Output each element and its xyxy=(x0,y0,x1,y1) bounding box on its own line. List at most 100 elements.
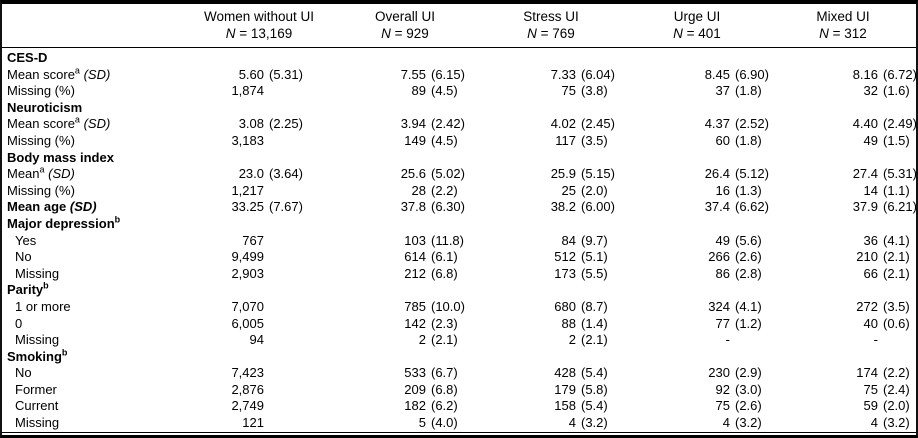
cell-value: 212 xyxy=(404,265,426,281)
cell-value: 84 xyxy=(561,232,576,248)
table-cell: 614 (6.1) xyxy=(332,249,478,266)
cell-value: 266 xyxy=(708,249,730,265)
cell-value: 32 xyxy=(863,83,878,99)
cell-value: 25 xyxy=(561,182,576,198)
cell-percent xyxy=(264,83,332,100)
table-cell: 27.4 (5.31) xyxy=(770,166,916,183)
cell-percent: (5.31) xyxy=(269,66,303,82)
cell-percent: (4.5) xyxy=(431,132,458,148)
cell-value: 103 xyxy=(404,232,426,248)
row-label: Parityb xyxy=(7,282,49,298)
cell-value: 4 xyxy=(568,415,576,431)
cell-value: 272 xyxy=(856,298,878,314)
table-cell: 77 (1.2) xyxy=(624,316,770,333)
cell-value: 117 xyxy=(555,132,576,148)
table-cell: 37.9 (6.21) xyxy=(770,199,916,216)
table-row: Smokingb xyxy=(2,349,916,366)
row-label: Neuroticism xyxy=(7,99,83,115)
cell-percent: (9.7) xyxy=(581,232,608,248)
column-header-2: Stress UI N = 769 xyxy=(478,4,624,48)
cell-percent: (2.25) xyxy=(269,116,303,132)
row-label: 0 xyxy=(15,315,23,331)
cell-percent: (4.5) xyxy=(431,83,458,99)
cell-value: 86 xyxy=(715,265,730,281)
cell-percent: (6.72) xyxy=(883,66,916,82)
table-cell: 103 (11.8) xyxy=(332,233,478,250)
table-cell: 4.02 (2.45) xyxy=(478,116,624,133)
table-cell: 4 (3.2) xyxy=(478,415,624,432)
cell-value: 36 xyxy=(863,232,878,248)
row-label: Mean scorea (SD) xyxy=(7,66,111,82)
cell-value: 3.94 xyxy=(400,116,426,132)
cell-value: 49 xyxy=(863,132,878,148)
cell-value: 2 xyxy=(418,332,426,348)
cell-value: 8.16 xyxy=(852,66,878,82)
table-cell xyxy=(186,349,332,366)
cell-percent: (5.4) xyxy=(581,365,608,381)
cell-value: 5.60 xyxy=(238,66,264,82)
table-cell: 174 (2.2) xyxy=(770,365,916,382)
cell-value: 75 xyxy=(561,83,576,99)
table-cell: 14 (1.1) xyxy=(770,183,916,200)
row-label: Missing xyxy=(15,332,60,348)
cell-value: 28 xyxy=(411,182,426,198)
table-cell: - xyxy=(770,332,916,349)
table-row: Major depressionb xyxy=(2,216,916,233)
cell-value: 37.4 xyxy=(704,199,730,215)
table-cell xyxy=(624,48,770,67)
cell-value: 158 xyxy=(554,398,576,414)
cell-percent: (2.1) xyxy=(431,332,458,348)
cell-percent: (6.21) xyxy=(883,199,916,215)
table-cell: 324 (4.1) xyxy=(624,299,770,316)
column-n-count: N = 13,169 xyxy=(225,26,293,41)
cell-value: 27.4 xyxy=(852,166,878,182)
cell-percent: (2.2) xyxy=(431,182,458,198)
cell-value: 2,876 xyxy=(231,381,264,397)
table-cell: 3.94 (2.42) xyxy=(332,116,478,133)
column-title: Urge UI xyxy=(673,9,721,24)
table-cell: 32 (1.6) xyxy=(770,83,916,100)
cell-value: 4.37 xyxy=(704,116,730,132)
unit-label: (SD) xyxy=(48,166,75,182)
table-cell: 7,070 xyxy=(186,299,332,316)
table-cell: 4 (3.2) xyxy=(624,415,770,432)
cell-percent: (0.6) xyxy=(883,315,910,331)
table-cell xyxy=(770,48,916,67)
cell-percent: (3.5) xyxy=(581,132,608,148)
cell-percent: (1.8) xyxy=(735,83,762,99)
table-cell: 2 (2.1) xyxy=(332,332,478,349)
cell-value: - xyxy=(873,332,878,348)
table-cell: 37 (1.8) xyxy=(624,83,770,100)
table-cell: 16 (1.3) xyxy=(624,183,770,200)
column-n-count: N = 312 xyxy=(819,26,867,41)
table-cell: 4.37 (2.52) xyxy=(624,116,770,133)
comparison-table: Women without UI N = 13,169 Overall UI N = … xyxy=(2,4,916,432)
cell-percent: (5.12) xyxy=(735,166,769,182)
table-cell: 5 (4.0) xyxy=(332,415,478,432)
cell-value: 4 xyxy=(870,415,878,431)
cell-value: 33.25 xyxy=(231,199,264,215)
cell-value: 680 xyxy=(554,298,576,314)
table-cell: 512 (5.1) xyxy=(478,249,624,266)
cell-percent: (4.1) xyxy=(883,232,910,248)
table-cell: 182 (6.2) xyxy=(332,398,478,415)
table-cell: 272 (3.5) xyxy=(770,299,916,316)
cell-percent: (6.30) xyxy=(431,199,465,215)
table-cell: 33.25 (7.67) xyxy=(186,199,332,216)
table-cell xyxy=(186,100,332,117)
cell-value: 89 xyxy=(411,83,426,99)
table-cell: 25.6 (5.02) xyxy=(332,166,478,183)
column-title: Mixed UI xyxy=(816,9,870,24)
cell-percent: (2.49) xyxy=(883,116,916,132)
table-cell: 38.2 (6.00) xyxy=(478,199,624,216)
cell-value: 38.2 xyxy=(550,199,576,215)
table-cell xyxy=(332,216,478,233)
table-row: 0 6,005 142 (2.3) 88 (1.4) 77 (1.2) 40 (0.6) xyxy=(2,316,916,333)
cell-percent: (2.1) xyxy=(883,265,910,281)
row-label: No xyxy=(15,249,32,265)
row-label: CES-D xyxy=(7,50,48,65)
cell-value: 7.33 xyxy=(550,66,576,82)
cell-value: 5 xyxy=(418,415,426,431)
cell-percent: (5.5) xyxy=(581,265,608,281)
table-cell: 179 (5.8) xyxy=(478,382,624,399)
